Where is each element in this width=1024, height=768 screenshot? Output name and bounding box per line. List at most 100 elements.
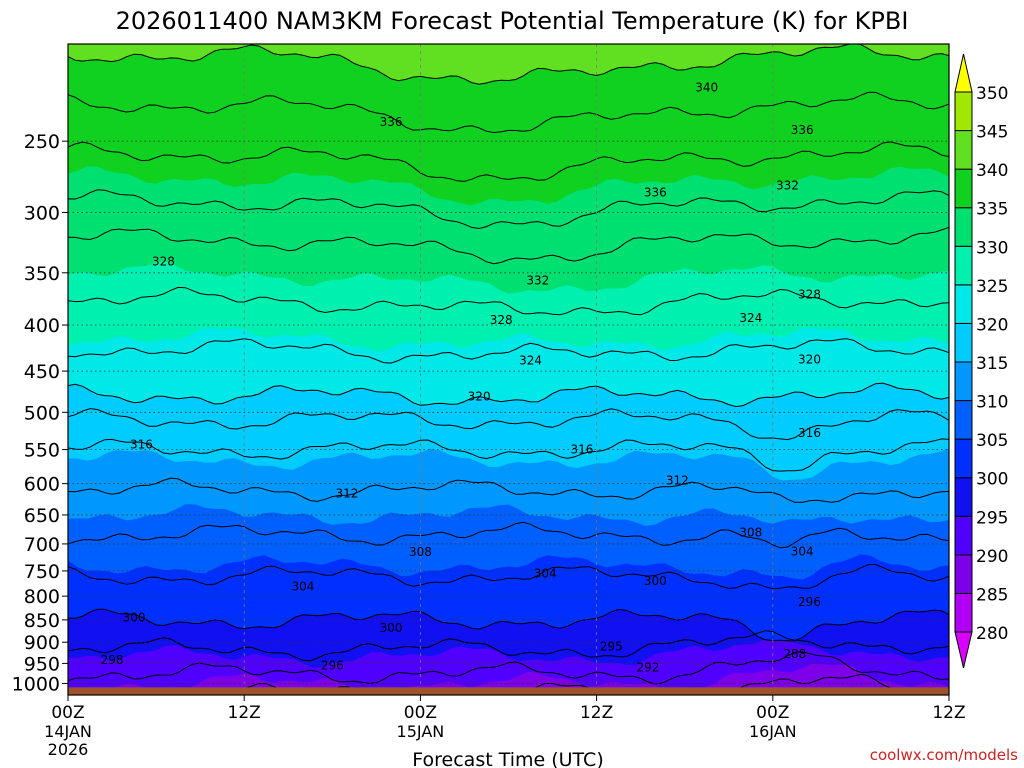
contour-label: 300 (380, 621, 403, 635)
y-tick-label: 600 (24, 474, 60, 496)
contour-334 (68, 189, 949, 230)
band-335 (68, 44, 949, 206)
contour-label: 296 (798, 595, 821, 609)
contour-label: 295 (600, 640, 623, 654)
colorbar-label: 340 (976, 161, 1008, 181)
colorbar-segment (954, 130, 973, 170)
contour-340 (68, 44, 949, 85)
contour-label: 328 (152, 254, 175, 268)
x-tick-label: 00Z (404, 703, 437, 723)
x-year-label: 2026 (48, 740, 89, 759)
y-tick-label: 250 (24, 131, 60, 153)
colorbar-segment (954, 322, 973, 363)
contour-296 (68, 630, 949, 662)
x-tick-label: 00Z (756, 703, 789, 723)
y-tick-label: 950 (24, 653, 60, 675)
contour-label: 300 (123, 611, 146, 625)
contour-labels: 336 340 336 336 332 328 332 328 328 324 324 320 320 3… (101, 81, 821, 675)
contour-label: 336 (644, 185, 667, 199)
contour-label: 332 (526, 274, 549, 288)
contour-label: 288 (783, 647, 806, 661)
pressure-axis: 2503003504004505005506006507007508008509… (12, 131, 68, 695)
y-tick-label: 850 (24, 610, 60, 632)
colorbar: 280 285 290 295 300 305 310 315 320 325 330 335 340 3… (954, 53, 1008, 669)
x-tick-label: 12Z (228, 703, 261, 723)
y-tick-label: 400 (24, 315, 60, 337)
contour-316 (68, 438, 949, 472)
x-date-label: 14JAN (44, 722, 92, 741)
y-tick-label: 550 (24, 440, 60, 462)
contour-label: 304 (291, 579, 314, 593)
contour-label: 316 (798, 426, 821, 440)
grid-lines (68, 44, 949, 695)
contour-312 (68, 477, 949, 503)
contour-label: 292 (637, 660, 660, 674)
colorbar-label: 345 (976, 123, 1008, 143)
contour-328 (68, 286, 949, 316)
contour-300 (68, 608, 949, 642)
colorbar-label: 320 (976, 315, 1008, 335)
colorbar-segment (954, 91, 973, 132)
colorbar-label: 290 (976, 547, 1008, 567)
colorbar-segment (954, 477, 973, 517)
y-tick-label: 300 (24, 203, 60, 225)
plot-frame (67, 43, 950, 696)
contour-label: 312 (336, 486, 359, 500)
contour-label: 308 (739, 526, 762, 540)
y-tick-label: 650 (24, 505, 60, 527)
y-tick-label: 750 (24, 561, 60, 583)
y-tick-label: 1000 (12, 673, 60, 695)
contour-label: 296 (321, 658, 344, 672)
colorbar-segment (954, 592, 973, 633)
contour-324 (68, 338, 949, 364)
contour-label: 324 (519, 354, 542, 368)
x-date-label: 15JAN (397, 722, 445, 741)
contour-label: 336 (791, 123, 814, 137)
colorbar-segment (954, 361, 973, 402)
chart-title: 2026011400 NAM3KM Forecast Potential Tem… (116, 7, 909, 35)
contour-338 (68, 91, 949, 134)
y-tick-label: 900 (24, 632, 60, 654)
contour-label: 336 (380, 115, 403, 129)
contour-label: 340 (695, 81, 718, 95)
colorbar-label: 310 (976, 393, 1008, 413)
contour-label: 328 (798, 288, 821, 302)
y-tick-label: 700 (24, 534, 60, 556)
x-tick-label: 12Z (580, 703, 613, 723)
contour-304 (68, 563, 949, 590)
contour-label: 316 (570, 443, 593, 457)
colorbar-label: 305 (976, 431, 1008, 451)
colorbar-label: 315 (976, 354, 1008, 374)
colorbar-segment (954, 207, 973, 247)
colorbar-label: 335 (976, 200, 1008, 220)
contour-label: 332 (776, 179, 799, 193)
contour-label: 328 (490, 313, 513, 327)
y-tick-label: 500 (24, 402, 60, 424)
contour-318 (68, 408, 949, 441)
colorbar-min-arrow (954, 631, 973, 669)
x-date-label: 16JAN (749, 722, 797, 741)
colorbar-segment (954, 515, 973, 556)
x-tick-label: 12Z (932, 703, 965, 723)
colorbar-segment (954, 168, 973, 209)
colorbar-label: 330 (976, 238, 1008, 258)
contour-label: 304 (534, 567, 557, 581)
contour-label: 320 (798, 353, 821, 367)
contour-308 (68, 521, 949, 549)
colorbar-label: 285 (976, 585, 1008, 605)
contour-320 (68, 382, 949, 408)
site-credit: coolwx.com/models (870, 746, 1018, 764)
contour-label: 300 (644, 574, 667, 588)
contour-332 (68, 226, 949, 265)
x-axis-label: Forecast Time (UTC) (412, 749, 603, 768)
y-tick-label: 800 (24, 586, 60, 608)
contour-292 (68, 651, 949, 685)
colorbar-label: 295 (976, 508, 1008, 528)
contour-label: 312 (666, 473, 689, 487)
colorbar-segment (954, 400, 973, 440)
colorbar-label: 350 (976, 84, 1008, 104)
colorbar-segment (954, 284, 973, 324)
y-tick-label: 350 (24, 263, 60, 285)
